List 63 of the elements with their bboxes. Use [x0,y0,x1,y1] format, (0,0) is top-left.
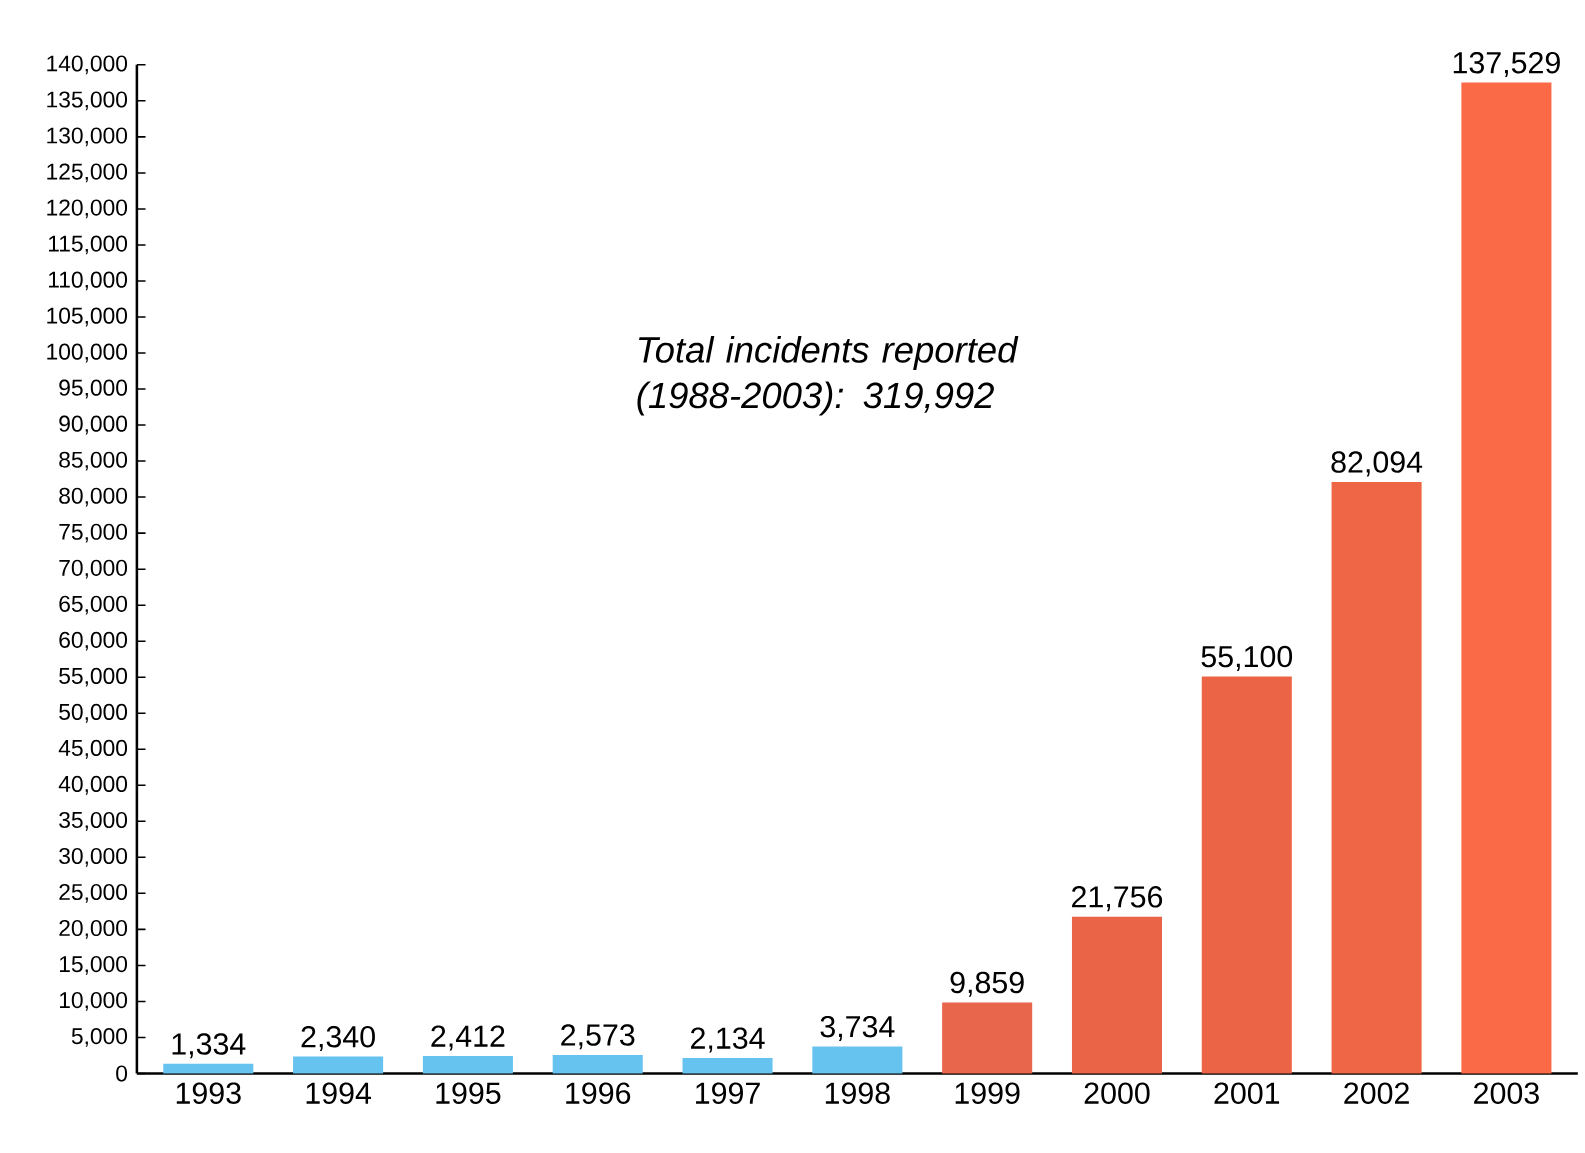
bar [1331,482,1422,1074]
y-tick-label: 15,000 [59,956,128,975]
bar [422,1056,513,1074]
bar [1461,82,1552,1074]
x-tick-label: 1999 [955,1082,1020,1105]
y-tick-label: 140,000 [47,55,128,75]
y-tick-label: 5,000 [71,1028,128,1047]
bar [1071,916,1162,1074]
y-tick-label: 125,000 [47,163,128,183]
y-tick-label: 100,000 [47,343,128,363]
y-tick-label: 85,000 [59,451,128,471]
data-label: 2,340 [301,1026,375,1052]
x-tick-label: 2003 [1474,1082,1539,1105]
y-tick-label: 10,000 [59,992,128,1011]
y-tick-label: 0 [116,1065,128,1082]
x-tick-label: 1995 [436,1082,501,1105]
x-tick-label: 1997 [696,1082,760,1105]
y-tick-label: 90,000 [59,415,128,435]
bar [163,1064,254,1074]
x-tick-label: 2002 [1344,1082,1409,1105]
y-tick-label: 40,000 [58,776,128,795]
annotation: Total incidents reported (1988-2003): 319,992 [637,336,1019,416]
data-label: 55,100 [1201,645,1293,672]
y-tick-label: 75,000 [59,523,128,543]
y-tick-label: 70,000 [59,559,128,579]
data-label: 1,334 [172,1033,246,1059]
x-tick-label: 1998 [825,1082,890,1105]
data-label: 2,573 [561,1024,635,1050]
bar [812,1046,903,1074]
data-label: 21,756 [1072,886,1163,912]
y-tick-label: 35,000 [59,812,128,831]
y-tick-label: 130,000 [47,127,128,147]
data-label: 2,412 [431,1025,505,1051]
x-tick-label: 2000 [1084,1082,1150,1105]
x-tick-label: 2001 [1214,1082,1280,1105]
data-label: 82,094 [1331,451,1423,477]
y-tick-label: 45,000 [58,739,128,759]
y-tick-label: 50,000 [59,703,128,723]
data-label: 137,529 [1453,52,1560,78]
bar [1201,676,1292,1074]
data-label: 9,859 [950,971,1024,998]
y-tick-label: 30,000 [59,848,128,867]
y-tick-label: 120,000 [47,199,128,219]
data-label: 3,734 [820,1016,895,1042]
y-tick-label: 55,000 [59,667,128,687]
bar [682,1058,773,1074]
data-label: 2,134 [691,1027,765,1053]
y-tick-label: 115,000 [49,235,128,255]
y-tick-label: 135,000 [47,91,128,111]
y-tick-label: 60,000 [59,631,128,651]
y-tick-label: 105,000 [47,307,128,327]
bar [552,1055,643,1074]
bar [942,1002,1033,1074]
y-tick-label: 95,000 [59,379,128,399]
x-tick-label: 1993 [176,1082,241,1105]
y-tick-label: 25,000 [59,884,128,903]
y-tick-label: 65,000 [59,595,128,615]
x-tick-label: 1994 [306,1082,371,1105]
x-tick-label: 1996 [566,1082,631,1105]
y-tick-label: 110,000 [49,271,128,291]
y-tick-label: 80,000 [59,487,128,507]
bar [293,1056,384,1074]
y-tick-label: 20,000 [59,920,128,939]
